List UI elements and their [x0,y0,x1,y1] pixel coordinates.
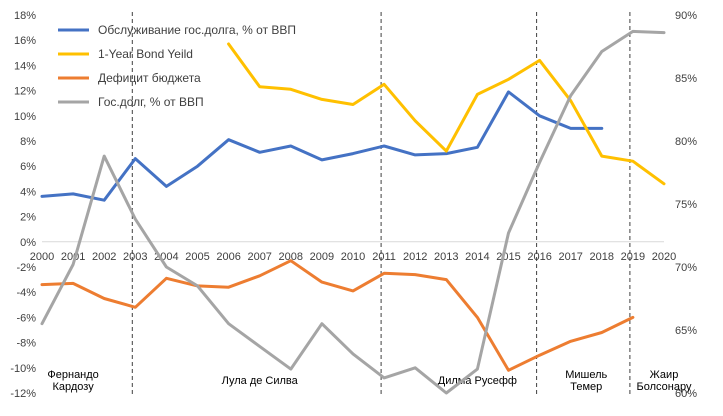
y-right-tick-label: 85% [675,73,697,85]
x-tick-label: 2003 [123,251,147,263]
series-line-1 [40,90,604,202]
y-left-tick-label: 8% [20,136,36,148]
y-left-tick-label: 4% [20,186,36,198]
x-tick-label: 2016 [527,251,551,263]
legend-label-2: 1-Year Bond Yeild [98,47,193,61]
x-tick-label: 2020 [652,251,676,263]
legend-label-3: Дефицит бюджета [98,71,201,85]
era-label: Дилма Русефф [438,375,517,387]
x-tick-label: 2005 [185,251,209,263]
era-label: Фернандо Кардозу [47,369,98,393]
y-left-tick-label: 12% [14,86,36,98]
x-tick-label: 2010 [341,251,365,263]
y-right-tick-label: 65% [675,325,697,337]
y-left-tick-label: 16% [14,35,36,47]
x-tick-label: 2007 [247,251,271,263]
x-tick-label: 2000 [30,251,54,263]
y-right-tick-label: 90% [675,10,697,22]
x-tick-label: 2006 [216,251,240,263]
x-tick-label: 2008 [279,251,303,263]
series-line-3 [40,259,635,372]
y-right-tick-label: 70% [675,262,697,274]
x-tick-label: 2014 [465,251,489,263]
y-left-tick-label: -8% [16,338,36,350]
x-tick-label: 2015 [496,251,520,263]
x-tick-label: 2001 [61,251,85,263]
y-left-tick-label: 18% [14,10,36,22]
x-tick-label: 2013 [434,251,458,263]
x-tick-label: 2017 [558,251,582,263]
x-tick-label: 2002 [92,251,116,263]
era-label: Лула де Силва [222,375,299,387]
y-left-tick-label: 0% [20,237,36,249]
series-line-4 [40,29,666,395]
x-tick-label: 2018 [590,251,614,263]
y-left-tick-label: -6% [16,312,36,324]
x-tick-label: 2009 [310,251,334,263]
era-label: Жаир Болсонару [637,369,692,393]
legend-label-1: Обслуживание гос.долга, % от ВВП [98,23,296,37]
y-left-tick-label: -10% [10,363,36,375]
y-left-tick-label: 6% [20,161,36,173]
y-left-tick-label: -2% [16,262,36,274]
y-right-tick-label: 60% [675,388,697,400]
x-tick-label: 2012 [403,251,427,263]
era-label: Мишель Темер [565,369,607,393]
y-left-tick-label: 10% [14,111,36,123]
legend-label-4: Гос.долг, % от ВВП [98,95,204,109]
y-right-tick-label: 75% [675,199,697,211]
y-left-tick-label: -12% [10,388,36,400]
x-tick-label: 2011 [372,251,396,263]
y-left-tick-label: 14% [14,60,36,72]
y-left-tick-label: 2% [20,212,36,224]
series-line-2 [227,42,666,186]
y-right-tick-label: 80% [675,136,697,148]
x-tick-label: 2019 [621,251,645,263]
y-left-tick-label: -4% [16,287,36,299]
